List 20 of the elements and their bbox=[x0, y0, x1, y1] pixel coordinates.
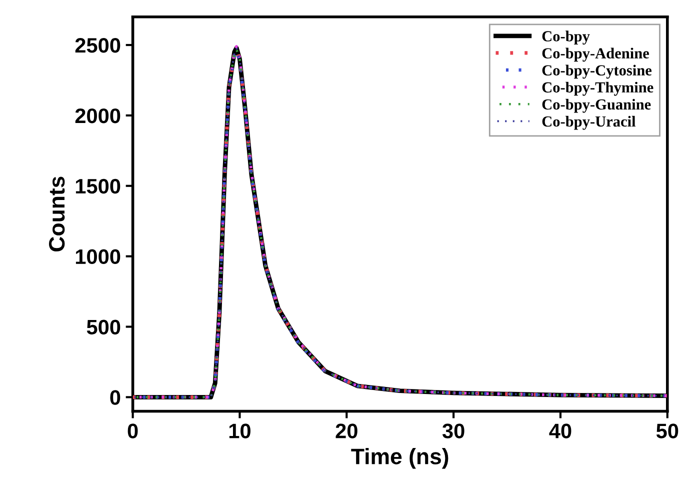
x-tick-label: 0 bbox=[128, 424, 138, 438]
legend-label: Co-bpy-Thymine bbox=[542, 82, 654, 96]
y-tick-label: 0 bbox=[110, 390, 120, 405]
y-tick-label: 1000 bbox=[76, 249, 120, 264]
legend-label: Co-bpy-Uracil bbox=[542, 116, 636, 130]
x-tick-label: 30 bbox=[442, 424, 464, 438]
y-tick-label: 1500 bbox=[76, 178, 120, 194]
legend-label: Co-bpy-Guanine bbox=[542, 98, 651, 113]
x-tick-label: 50 bbox=[656, 424, 678, 438]
x-axis-title: Time (ns) bbox=[351, 448, 448, 469]
x-tick-label: 20 bbox=[336, 424, 358, 438]
x-tick-label: 10 bbox=[229, 424, 250, 438]
y-axis-title: Counts bbox=[48, 176, 65, 252]
y-tick-label: 2500 bbox=[75, 38, 120, 53]
y-tick-label: 500 bbox=[86, 320, 120, 334]
x-tick-label: 40 bbox=[549, 424, 572, 438]
legend-label: Co-bpy-Cytosine bbox=[542, 64, 652, 79]
y-tick-label: 2000 bbox=[75, 108, 120, 124]
legend-label: Co-bpy bbox=[542, 30, 590, 45]
legend-label: Co-bpy-Adenine bbox=[542, 48, 649, 62]
